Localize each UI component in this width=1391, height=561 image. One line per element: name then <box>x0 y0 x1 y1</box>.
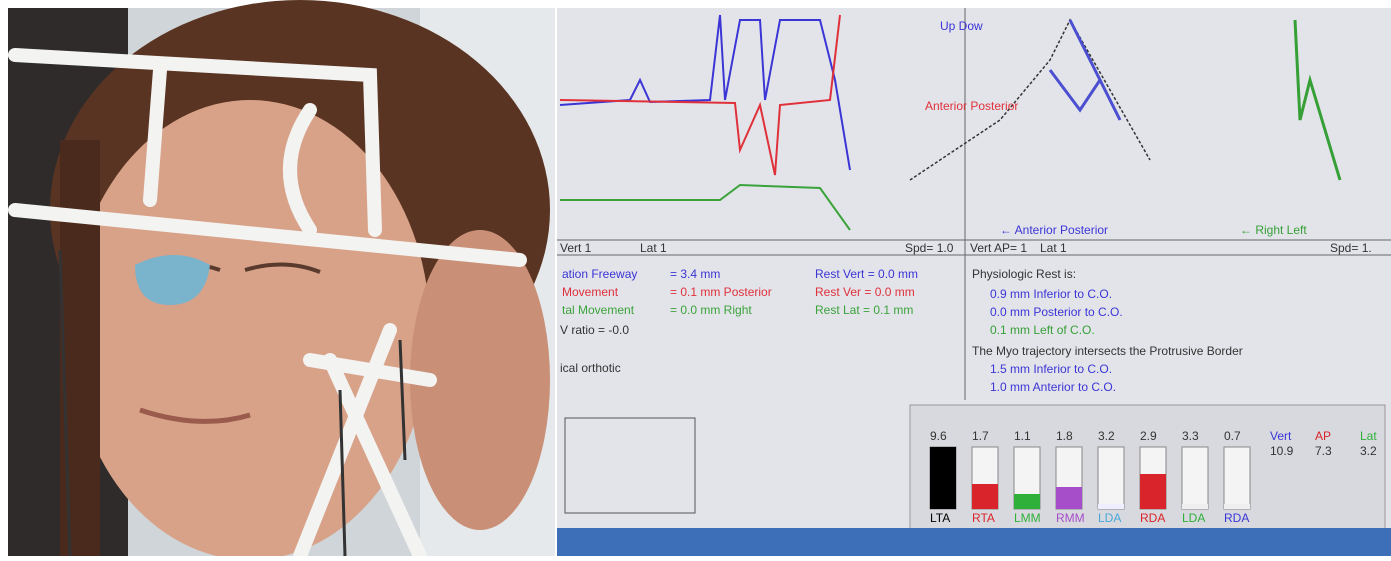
measurement: tal Movement <box>562 303 635 317</box>
emg-bar <box>930 447 956 509</box>
emg-bar-frame <box>1182 447 1208 509</box>
emg-value: 1.1 <box>1014 429 1031 443</box>
label: 0.9 mm Inferior to C.O. <box>990 287 1112 301</box>
measurement: ation Freeway <box>562 267 637 281</box>
emg-label: RTA <box>972 511 995 525</box>
emg-value: 3.3 <box>1182 429 1199 443</box>
label: 1.0 mm Anterior to C.O. <box>990 380 1116 394</box>
emg-label: LDA <box>1182 511 1205 525</box>
axis-value: 7.3 <box>1315 444 1332 458</box>
emg-label: LDA <box>1098 511 1121 525</box>
label: Anterior Posterior <box>925 99 1018 113</box>
emg-bar-frame <box>1224 447 1250 509</box>
label: The Myo trajectory intersects the Protru… <box>972 344 1243 358</box>
emg-label: RMM <box>1056 511 1085 525</box>
label: Spd= 1.0 <box>905 241 954 255</box>
measurement: = 0.1 mm Posterior <box>670 285 772 299</box>
label: Vert AP= 1 <box>970 241 1027 255</box>
emg-bar <box>1224 504 1250 509</box>
axis-name: Lat <box>1360 429 1377 443</box>
measurement: Rest Ver = 0.0 mm <box>815 285 915 299</box>
axis-name: Vert <box>1270 429 1292 443</box>
emg-bar <box>1014 494 1040 509</box>
emg-bar <box>1182 504 1208 509</box>
emg-value: 2.9 <box>1140 429 1157 443</box>
measurement: = 3.4 mm <box>670 267 720 281</box>
emg-value: 1.7 <box>972 429 989 443</box>
measurement: Rest Vert = 0.0 mm <box>815 267 918 281</box>
emg-label: LMM <box>1014 511 1041 525</box>
emg-value: 3.2 <box>1098 429 1115 443</box>
label: Lat 1 <box>640 241 667 255</box>
emg-value: 1.8 <box>1056 429 1073 443</box>
measurement: Movement <box>562 285 619 299</box>
label: V ratio = -0.0 <box>560 323 629 337</box>
emg-bar <box>1098 504 1124 509</box>
emg-bar <box>1056 487 1082 509</box>
emg-value: 9.6 <box>930 429 947 443</box>
photo-composite: Vert 1 Lat 1 Spd= 1.0 Vert AP= 1 Lat 1 Spd= 1… <box>0 0 1391 556</box>
label: 0.0 mm Posterior to C.O. <box>990 305 1123 319</box>
label: ical orthotic <box>560 361 621 375</box>
measurement: Rest Lat = 0.1 mm <box>815 303 913 317</box>
emg-value: 0.7 <box>1224 429 1241 443</box>
label: Spd= 1. <box>1330 241 1372 255</box>
measurement: = 0.0 mm Right <box>670 303 752 317</box>
emg-bar-frame <box>1098 447 1124 509</box>
label: ← Right Left <box>1240 223 1307 237</box>
label: Lat 1 <box>1040 241 1067 255</box>
label: Up Dow <box>940 19 983 33</box>
emg-bar <box>1140 474 1166 509</box>
axis-value: 10.9 <box>1270 444 1294 458</box>
axis-value: 3.2 <box>1360 444 1377 458</box>
label: ← Anterior Posterior <box>1000 223 1108 237</box>
label: Physiologic Rest is: <box>972 267 1076 281</box>
label: 1.5 mm Inferior to C.O. <box>990 362 1112 376</box>
axis-name: AP <box>1315 429 1331 443</box>
emg-label: RDA <box>1224 511 1249 525</box>
emg-label: RDA <box>1140 511 1165 525</box>
emg-label: LTA <box>930 511 950 525</box>
label: 0.1 mm Left of C.O. <box>990 323 1095 337</box>
emg-bar <box>972 484 998 509</box>
photo-left <box>8 0 555 556</box>
label: Vert 1 <box>560 241 592 255</box>
